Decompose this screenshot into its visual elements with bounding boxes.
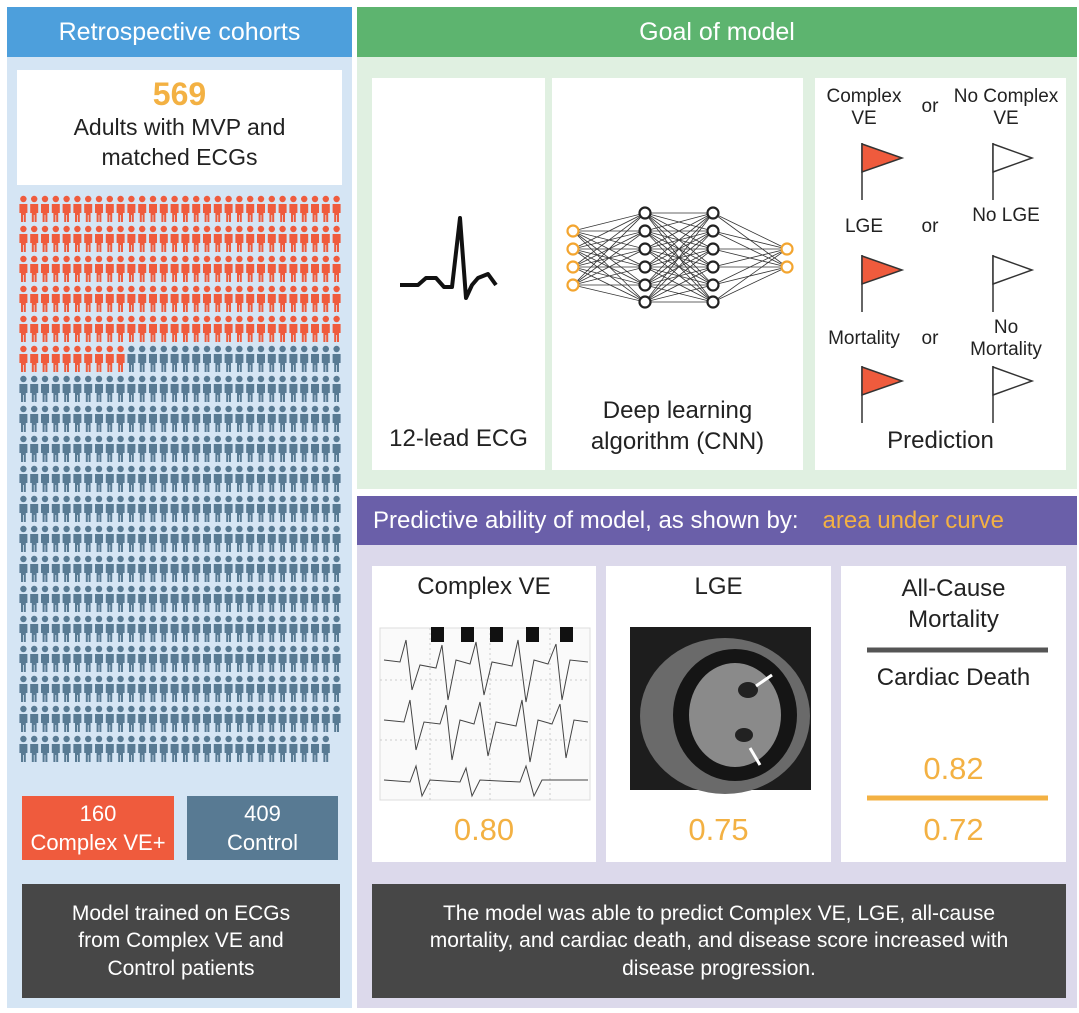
result-subtitle: Cardiac Death [876,664,1031,691]
flag-negative: No LGE [972,205,1040,226]
panel-label: Deep learning algorithm (CNN) [590,397,765,456]
results-note: The model was able to predict Complex VE… [372,884,1066,998]
results-header-text: Predictive ability of model, as shown by… [373,506,799,534]
flag-joiner: or [921,96,939,117]
prediction-box [815,78,1066,470]
goal-header: Goal of model [357,7,1077,57]
group-count: 409 [244,801,281,826]
total: 569 [152,76,207,112]
group-count: 160 [79,801,117,826]
result-title: LGE [694,573,743,600]
results-header: Predictive ability of model, as shown by… [357,496,1077,545]
auc: 0.75 [688,812,749,847]
result-box [841,566,1066,862]
auc: 0.82 [923,751,984,786]
flag-positive: Mortality [828,328,900,349]
left-header: Retrospective cohorts [7,7,352,57]
flag-positive: Complex VE [826,86,902,129]
result-title: All-Cause Mortality [901,575,1006,634]
results-highlight: area under curve [822,506,1004,534]
group-label: Control [227,829,298,855]
flag-joiner: or [921,216,939,237]
group-box: 160 Complex VE+ [22,796,174,860]
panel-label: Prediction [887,427,994,454]
panel-label: 12-lead ECG [389,425,528,452]
flag-negative: No Complex VE [953,86,1059,129]
flag-positive: LGE [844,216,884,237]
flag-joiner: or [921,328,939,349]
left-panel [7,57,352,1008]
total-box: 569 Adults with MVP and matched ECGs [17,70,342,185]
total-label: Adults with MVP and matched ECGs [73,114,286,170]
ecg-box [372,78,545,470]
auc: 0.72 [923,812,984,847]
group-label: Complex VE+ [30,829,166,855]
group-box: 409 Control [187,796,338,860]
flag-negative: No Mortality [970,317,1042,360]
result-title: Complex VE [417,573,551,600]
left-note: Model trained on ECGs from Complex VE an… [22,884,340,998]
auc: 0.80 [453,812,515,847]
